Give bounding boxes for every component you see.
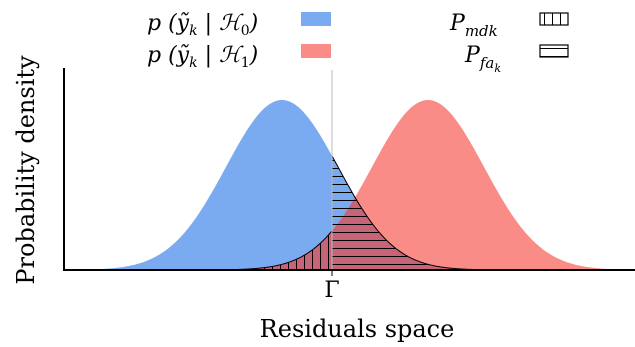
- missed-detection-hatched-region: [64, 230, 332, 270]
- legend-swatch-h0: [301, 12, 331, 26]
- y-axis-label: Probability density: [12, 55, 40, 285]
- horizontal-hatch-swatch-icon: [539, 44, 569, 58]
- false-alarm-hatched-region: [332, 155, 635, 270]
- vertical-hatch-swatch-icon: [539, 12, 569, 26]
- x-axis-label: Residuals space: [260, 315, 455, 343]
- legend-label-h1: p (ỹk | ℋ1): [147, 43, 258, 71]
- h1-distribution-curve: [64, 100, 635, 270]
- legend-label-pfa: Pfak: [464, 43, 501, 75]
- legend: p (ỹk | ℋ0) p (ỹk | ℋ1) Pmdk Pfak: [147, 11, 569, 75]
- threshold-label: Γ: [324, 278, 339, 303]
- legend-label-h0: p (ỹk | ℋ0): [147, 11, 258, 39]
- legend-label-pmd: Pmdk: [449, 11, 498, 40]
- h0-distribution-curve: [64, 100, 635, 270]
- legend-swatch-h1: [301, 44, 331, 58]
